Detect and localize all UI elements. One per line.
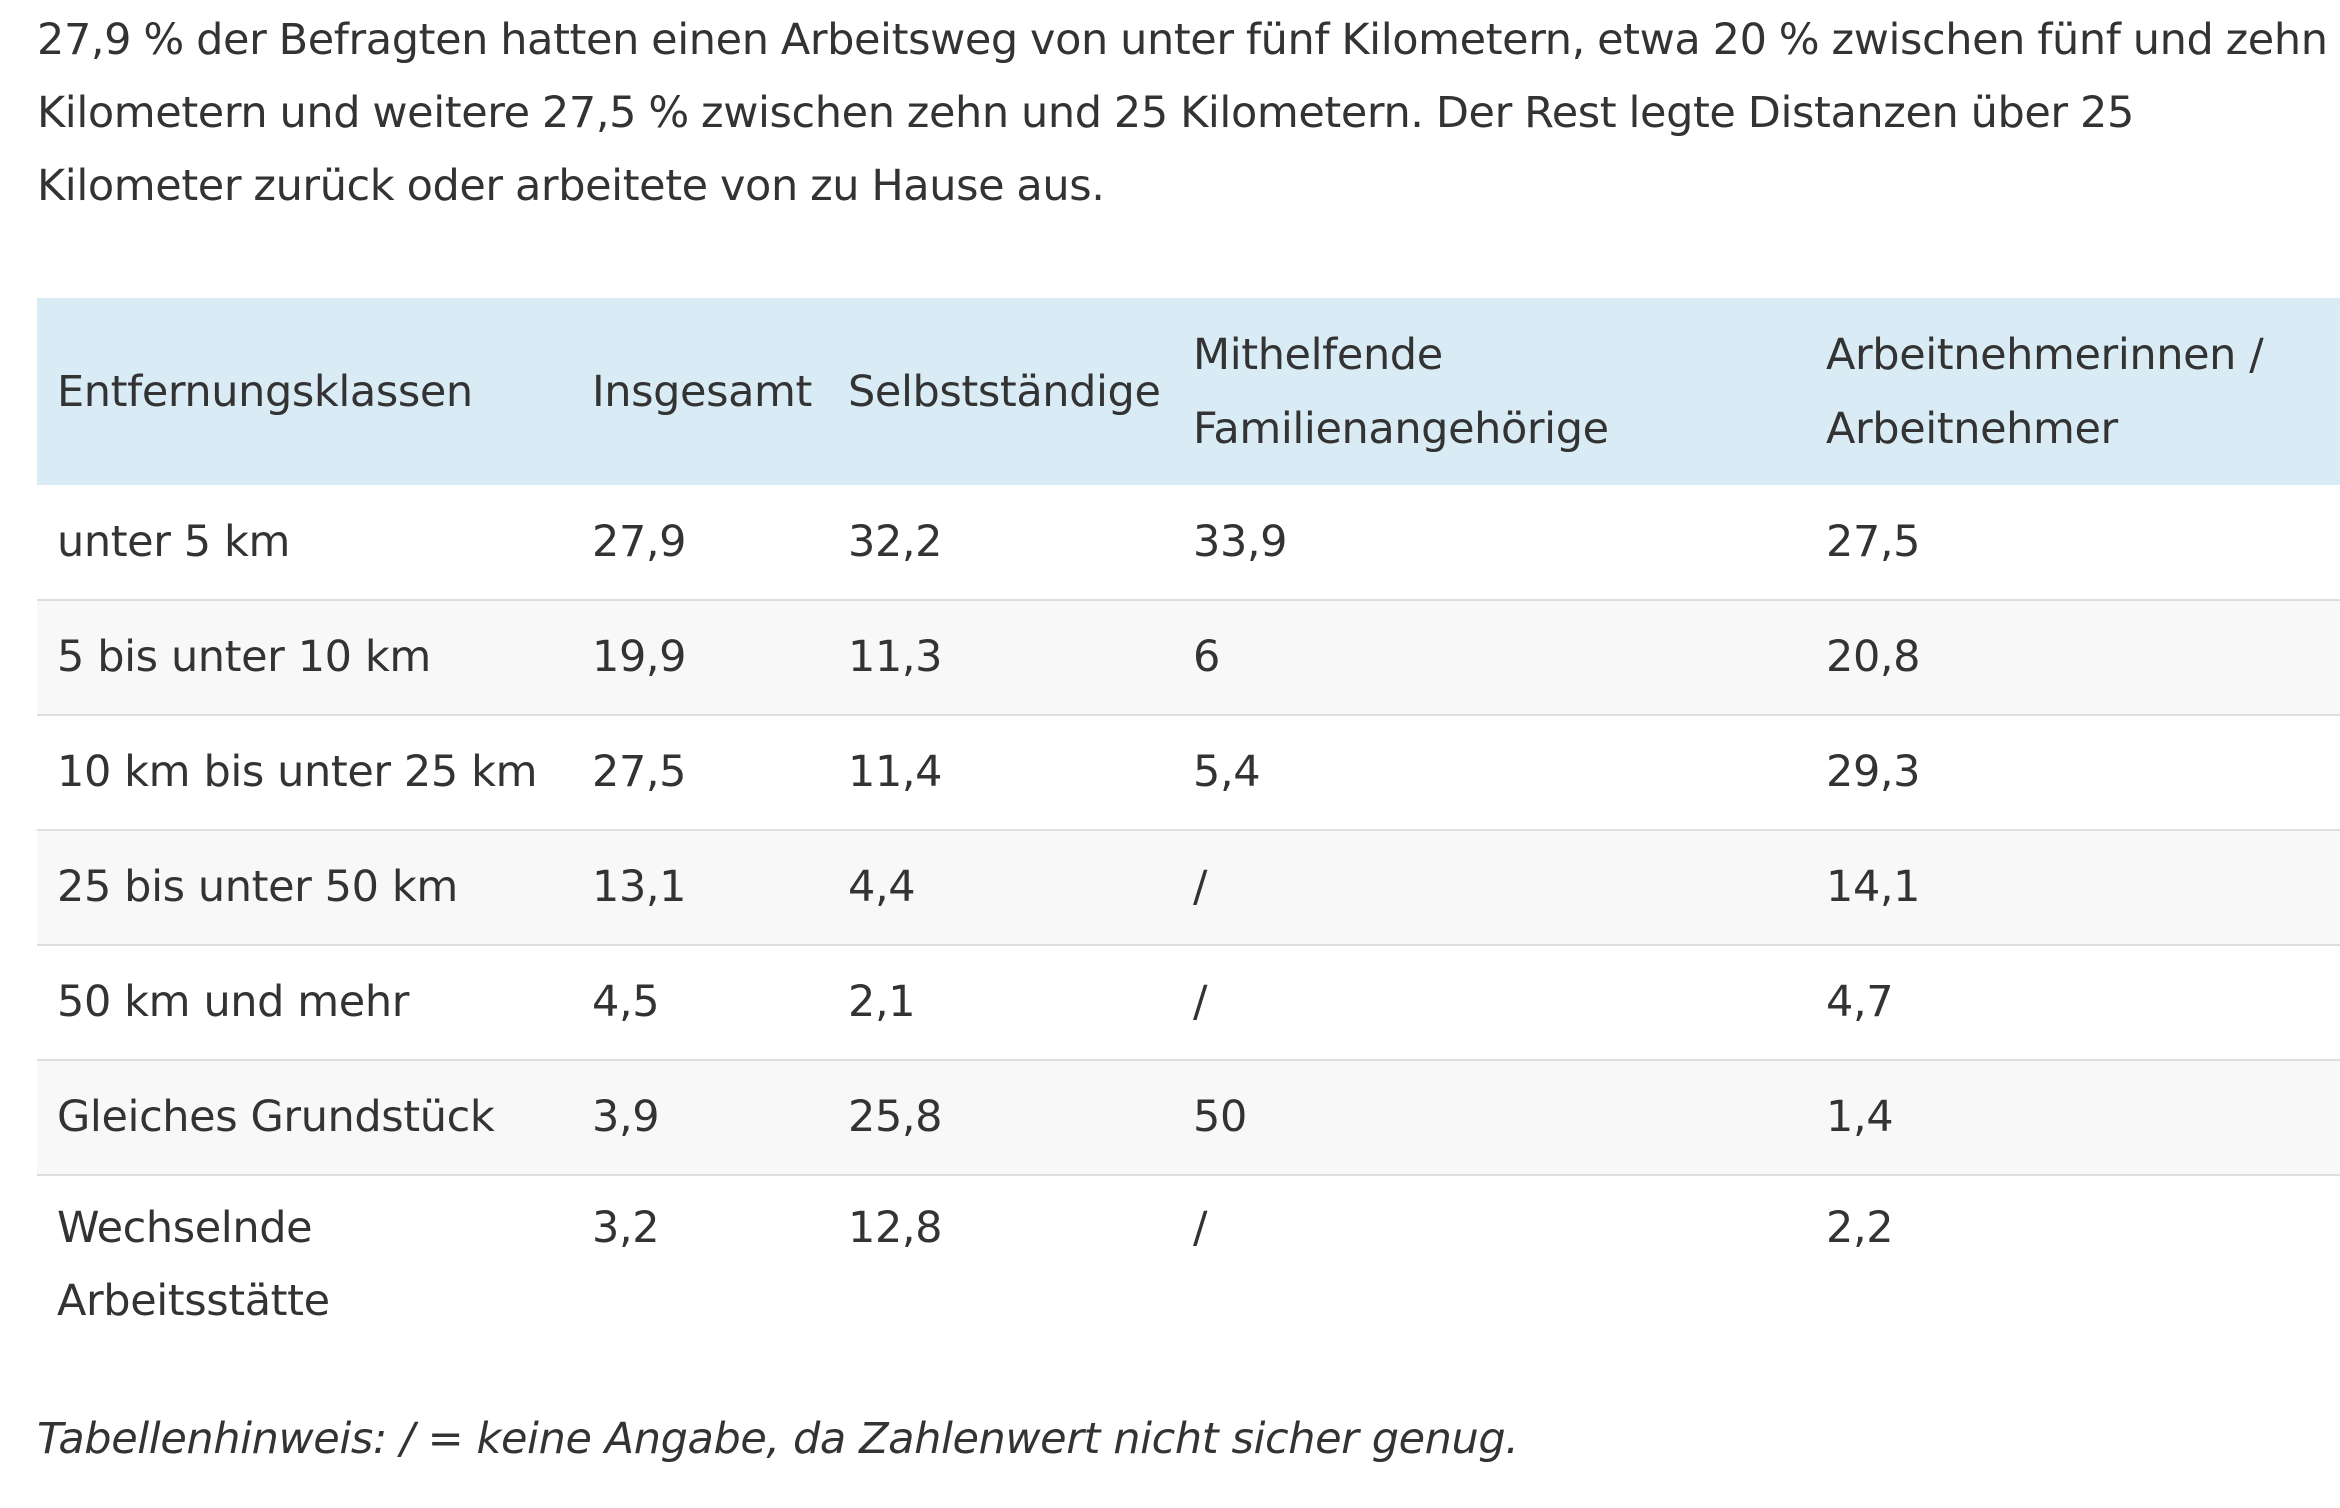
- header-mithelfende-familienangehoerige: Mithelfende Familienangehörige: [1193, 329, 1609, 454]
- cell-mithelfende: /: [1193, 1203, 1208, 1253]
- cell-entfernungsklasse: 25 bis unter 50 km: [57, 862, 458, 912]
- cell-insgesamt: 27,5: [592, 747, 687, 797]
- cell-insgesamt: 19,9: [592, 632, 687, 682]
- table-row: Gleiches Grundstück 3,9 25,8 50 1,4: [37, 1060, 2340, 1175]
- cell-mithelfende: 50: [1193, 1092, 1247, 1142]
- cell-entfernungsklasse: 5 bis unter 10 km: [57, 632, 431, 682]
- table-row: unter 5 km 27,9 32,2 33,9 27,5: [37, 485, 2340, 600]
- cell-insgesamt: 13,1: [592, 862, 687, 912]
- table-row: 5 bis unter 10 km 19,9 11,3 6 20,8: [37, 600, 2340, 715]
- cell-mithelfende: 6: [1193, 632, 1220, 682]
- cell-selbststaendige: 12,8: [848, 1203, 943, 1253]
- cell-entfernungsklasse: 10 km bis unter 25 km: [57, 747, 538, 797]
- table-row: Wechselnde Arbeitsstätte 3,2 12,8 / 2,2: [37, 1175, 2340, 1350]
- cell-mithelfende: 33,9: [1193, 516, 1288, 567]
- cell-insgesamt: 27,9: [592, 516, 687, 567]
- table-row: 25 bis unter 50 km 13,1 4,4 / 14,1: [37, 830, 2340, 945]
- cell-entfernungsklasse: 50 km und mehr: [57, 977, 409, 1027]
- cell-insgesamt: 3,9: [592, 1092, 660, 1142]
- cell-mithelfende: 5,4: [1193, 747, 1261, 797]
- cell-arbeitnehmer: 27,5: [1826, 516, 1921, 567]
- table-row: 50 km und mehr 4,5 2,1 / 4,7: [37, 945, 2340, 1060]
- cell-arbeitnehmer: 1,4: [1826, 1092, 1894, 1142]
- cell-entfernungsklasse: Gleiches Grundstück: [57, 1092, 495, 1142]
- header-entfernungsklassen: Entfernungsklassen: [57, 366, 473, 417]
- header-insgesamt: Insgesamt: [592, 366, 812, 417]
- cell-entfernungsklasse: unter 5 km: [57, 516, 290, 567]
- cell-arbeitnehmer: 29,3: [1826, 747, 1921, 797]
- table-note: Tabellenhinweis: / = keine Angabe, da Za…: [37, 1414, 1519, 1464]
- header-arbeitnehmer: Arbeitnehmerinnen / Arbeitnehmer: [1826, 329, 2264, 454]
- cell-insgesamt: 3,2: [592, 1203, 660, 1253]
- cell-selbststaendige: 11,3: [848, 632, 943, 682]
- distance-table: Entfernungsklassen Insgesamt Selbstständ…: [37, 298, 2340, 1350]
- cell-selbststaendige: 2,1: [848, 977, 916, 1027]
- cell-mithelfende: /: [1193, 862, 1208, 912]
- cell-entfernungsklasse: Wechselnde Arbeitsstätte: [57, 1203, 330, 1326]
- cell-mithelfende: /: [1193, 977, 1208, 1027]
- cell-insgesamt: 4,5: [592, 977, 660, 1027]
- cell-arbeitnehmer: 4,7: [1826, 977, 1894, 1027]
- intro-paragraph: 27,9 % der Befragten hatten einen Arbeit…: [37, 15, 2328, 211]
- cell-selbststaendige: 4,4: [848, 862, 916, 912]
- header-selbststaendige: Selbstständige: [848, 366, 1161, 417]
- cell-arbeitnehmer: 20,8: [1826, 632, 1921, 682]
- table-header-row: Entfernungsklassen Insgesamt Selbstständ…: [37, 298, 2340, 485]
- cell-arbeitnehmer: 2,2: [1826, 1203, 1894, 1253]
- cell-selbststaendige: 11,4: [848, 747, 943, 797]
- table-row: 10 km bis unter 25 km 27,5 11,4 5,4 29,3: [37, 715, 2340, 830]
- cell-selbststaendige: 25,8: [848, 1092, 943, 1142]
- cell-selbststaendige: 32,2: [848, 516, 943, 567]
- cell-arbeitnehmer: 14,1: [1826, 862, 1921, 912]
